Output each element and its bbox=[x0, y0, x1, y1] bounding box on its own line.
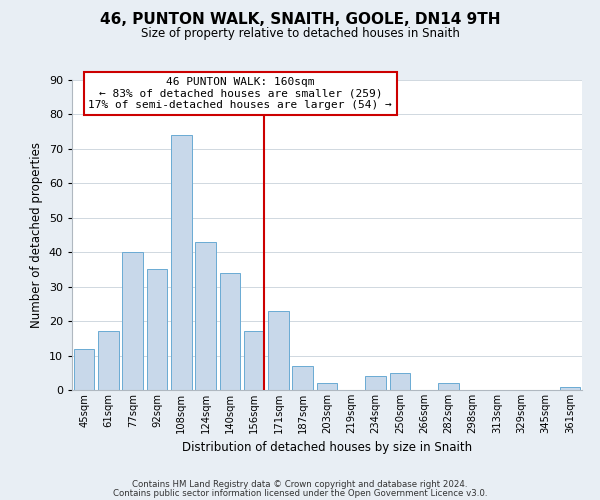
Bar bbox=[292, 366, 313, 390]
Bar bbox=[560, 386, 580, 390]
Text: Contains public sector information licensed under the Open Government Licence v3: Contains public sector information licen… bbox=[113, 489, 487, 498]
Y-axis label: Number of detached properties: Number of detached properties bbox=[30, 142, 43, 328]
Text: 46, PUNTON WALK, SNAITH, GOOLE, DN14 9TH: 46, PUNTON WALK, SNAITH, GOOLE, DN14 9TH bbox=[100, 12, 500, 28]
X-axis label: Distribution of detached houses by size in Snaith: Distribution of detached houses by size … bbox=[182, 442, 472, 454]
Text: Size of property relative to detached houses in Snaith: Size of property relative to detached ho… bbox=[140, 28, 460, 40]
Bar bbox=[98, 332, 119, 390]
Bar bbox=[317, 383, 337, 390]
Bar bbox=[365, 376, 386, 390]
Bar bbox=[146, 270, 167, 390]
Text: 46 PUNTON WALK: 160sqm
← 83% of detached houses are smaller (259)
17% of semi-de: 46 PUNTON WALK: 160sqm ← 83% of detached… bbox=[88, 77, 392, 110]
Bar bbox=[244, 332, 265, 390]
Bar bbox=[195, 242, 216, 390]
Bar bbox=[74, 348, 94, 390]
Bar bbox=[122, 252, 143, 390]
Bar bbox=[171, 135, 191, 390]
Bar bbox=[389, 373, 410, 390]
Text: Contains HM Land Registry data © Crown copyright and database right 2024.: Contains HM Land Registry data © Crown c… bbox=[132, 480, 468, 489]
Bar bbox=[268, 311, 289, 390]
Bar bbox=[220, 273, 240, 390]
Bar bbox=[438, 383, 459, 390]
